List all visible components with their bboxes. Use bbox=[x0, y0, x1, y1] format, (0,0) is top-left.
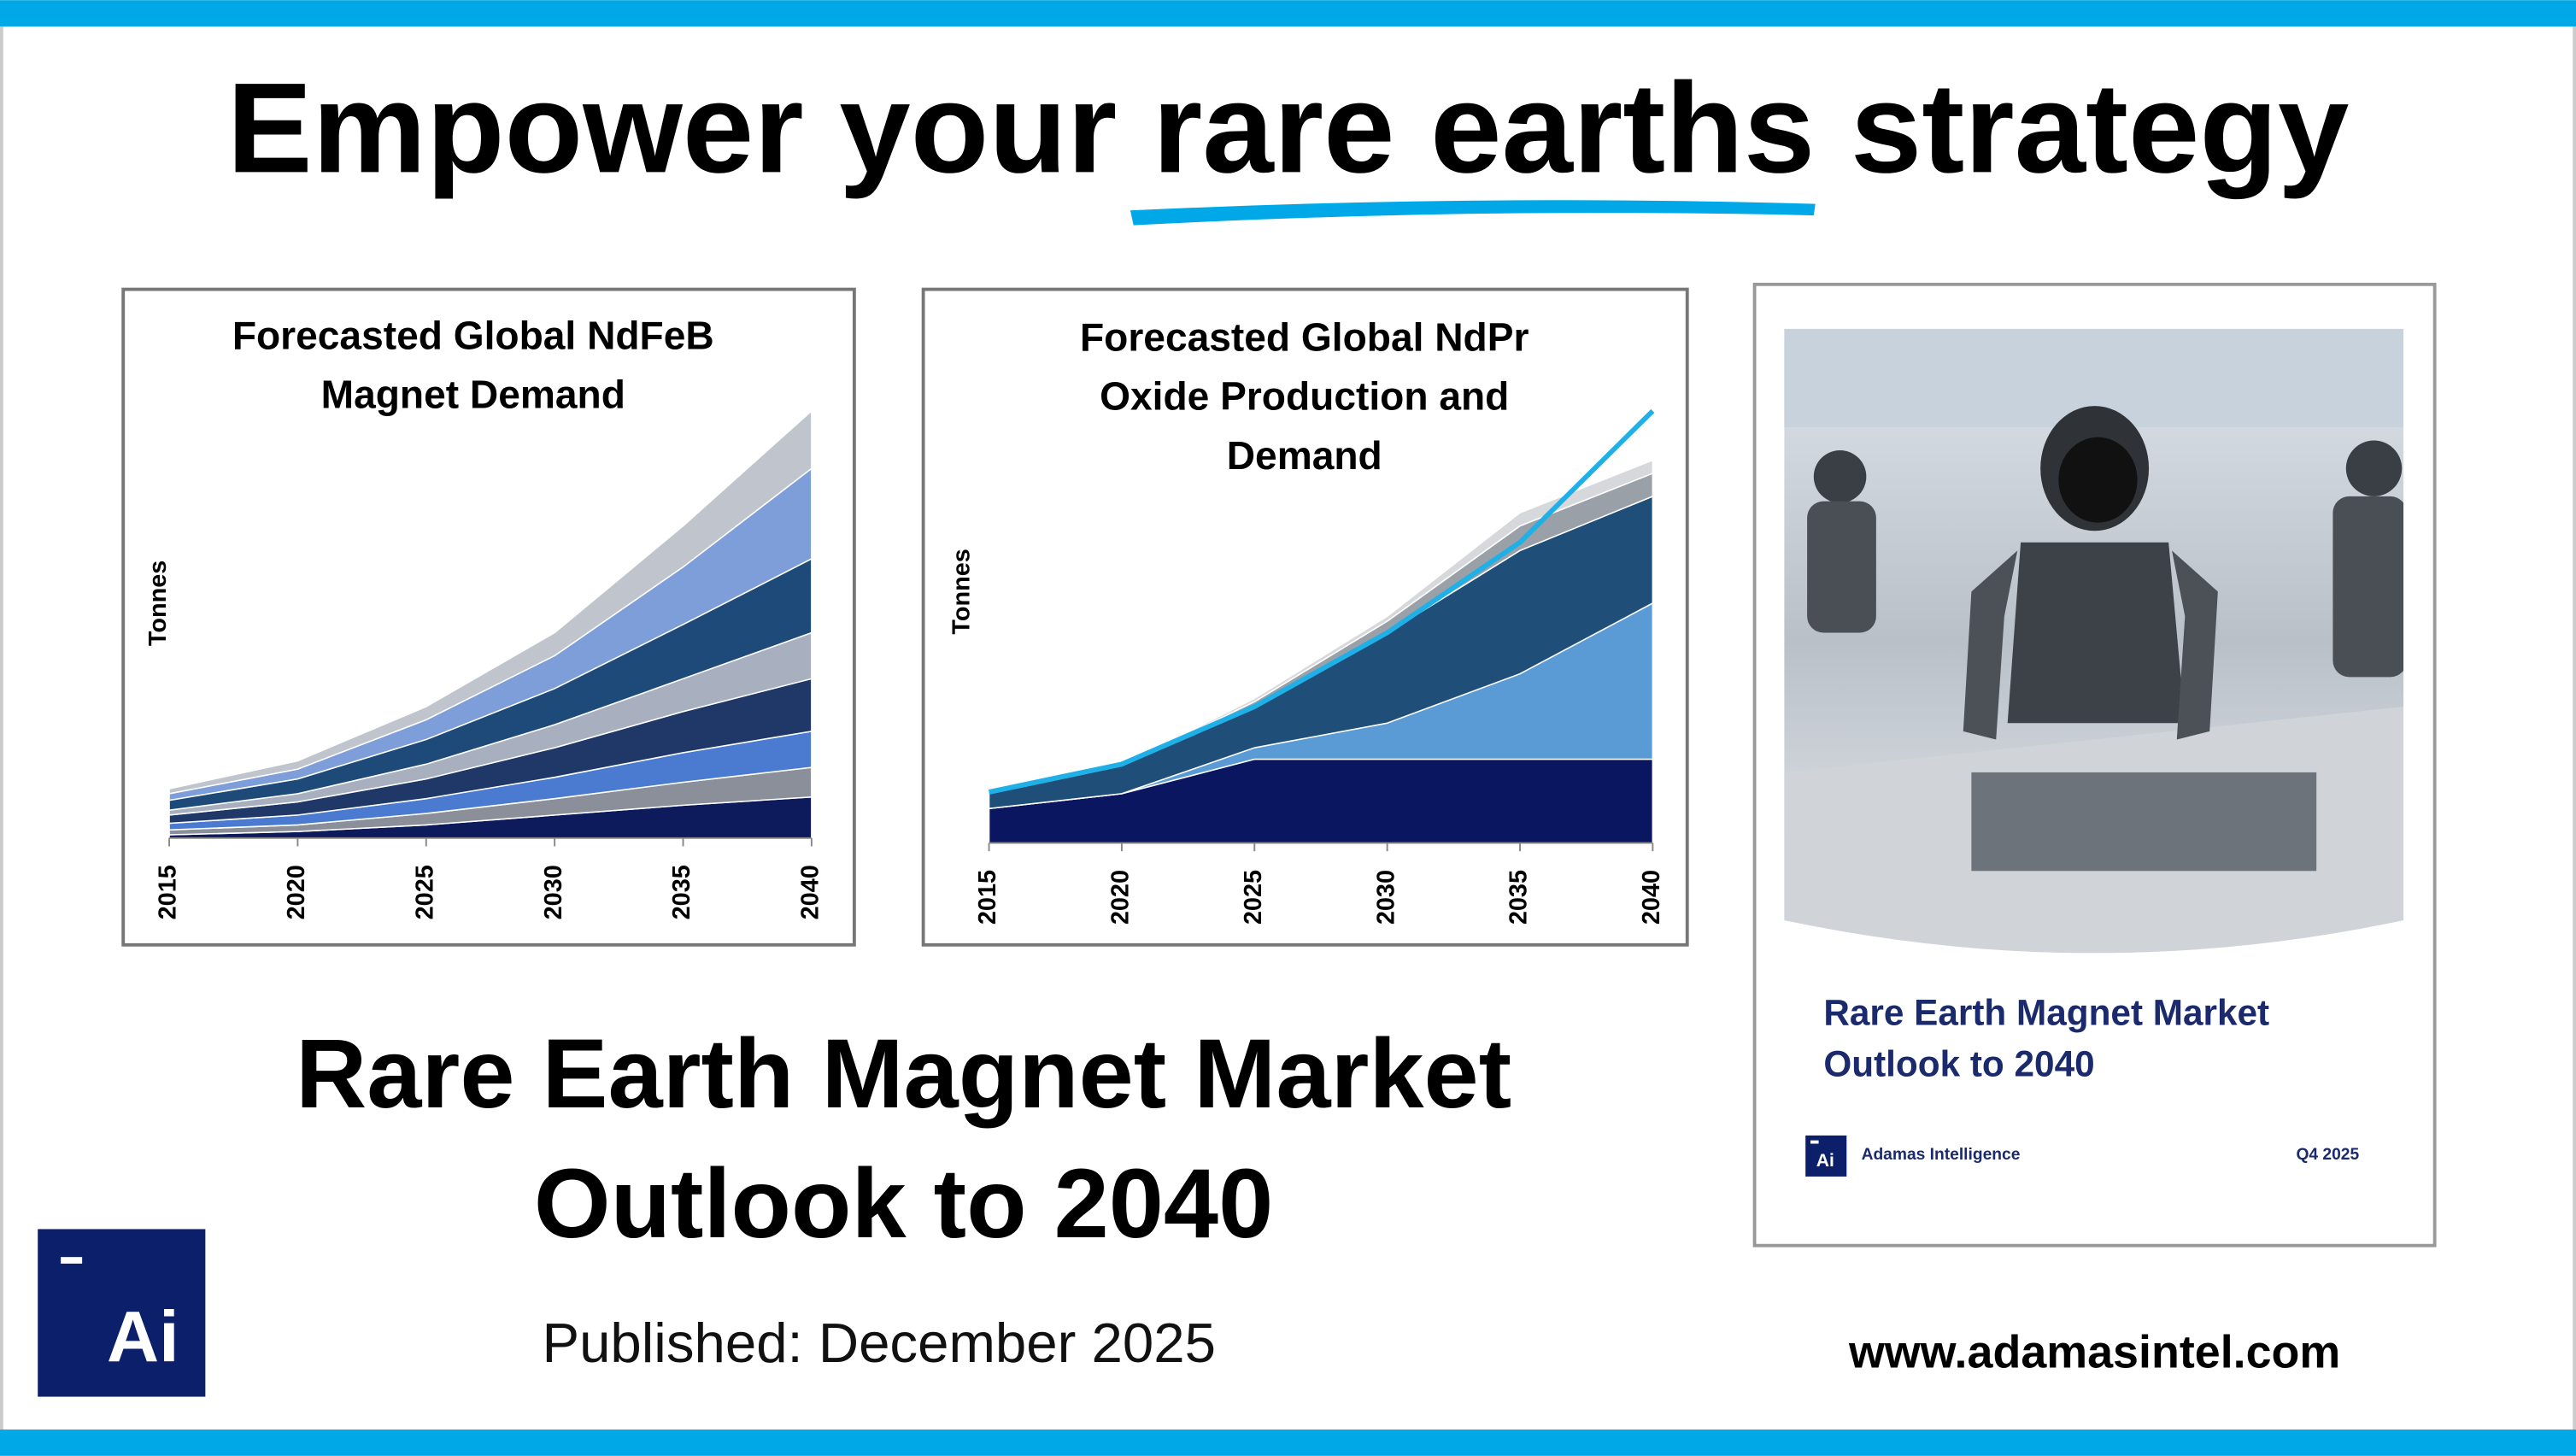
cover-logo-text: Ai bbox=[1816, 1151, 1834, 1171]
y-axis-label: Tonnes bbox=[948, 549, 975, 634]
cover-edition: Q4 2025 bbox=[2296, 1146, 2359, 1164]
robot-bg bbox=[2345, 440, 2403, 496]
main-title: Rare Earth Magnet Market bbox=[296, 1019, 1511, 1129]
x-tick-label: 2015 bbox=[974, 870, 1001, 925]
y-axis-label: Tonnes bbox=[144, 561, 172, 646]
x-tick-label: 2015 bbox=[155, 865, 182, 919]
line bbox=[988, 408, 1655, 795]
robot-bg bbox=[1807, 501, 1876, 633]
robot-visor bbox=[2058, 437, 2138, 523]
x-tick-label: 2025 bbox=[411, 865, 438, 919]
chart-title: Forecasted Global NdFeB bbox=[232, 313, 714, 357]
x-tick-label: 2025 bbox=[1240, 870, 1267, 925]
image-tray bbox=[1971, 772, 2317, 872]
cover-logo-dash bbox=[1810, 1140, 1819, 1144]
headline: Empower your rare earths strategy bbox=[227, 56, 2350, 199]
cover-image bbox=[1784, 328, 2404, 954]
website[interactable]: www.adamasintel.com bbox=[1848, 1327, 2340, 1378]
x-tick-label: 2030 bbox=[540, 865, 567, 919]
x-tick-label: 2035 bbox=[1505, 870, 1533, 925]
x-tick-label: 2020 bbox=[283, 865, 310, 919]
cover-title: Rare Earth Magnet Market bbox=[1823, 993, 2269, 1033]
headline-underline bbox=[1130, 200, 1816, 226]
main-title: Outlook to 2040 bbox=[534, 1149, 1273, 1259]
robot-bg bbox=[2332, 496, 2404, 678]
logo-dash bbox=[61, 1257, 83, 1264]
cover-title: Outlook to 2040 bbox=[1823, 1043, 2094, 1083]
bottom-bar bbox=[0, 1430, 2576, 1456]
robot-arm bbox=[2171, 550, 2218, 740]
x-tick-label: 2035 bbox=[668, 865, 695, 919]
chart-title: Demand bbox=[1227, 433, 1382, 478]
area bbox=[168, 409, 813, 795]
report-cover: Rare Earth Magnet Market Outlook to 2040… bbox=[1752, 282, 2437, 1248]
robot-body bbox=[2007, 542, 2186, 724]
x-tick-label: 2040 bbox=[1638, 870, 1665, 925]
robot-arm bbox=[1963, 550, 2018, 740]
x-tick-label: 2030 bbox=[1372, 870, 1399, 925]
robot-bg bbox=[1813, 450, 1867, 503]
x-tick-label: 2020 bbox=[1107, 870, 1135, 925]
published-date: Published: December 2025 bbox=[542, 1312, 1215, 1374]
chart-title: Oxide Production and bbox=[1100, 374, 1509, 419]
x-tick-label: 2040 bbox=[797, 865, 824, 919]
chart-title: Magnet Demand bbox=[321, 373, 625, 417]
chart-title: Forecasted Global NdPr bbox=[1080, 314, 1529, 359]
top-bar bbox=[0, 0, 2576, 26]
cover-publisher: Adamas Intelligence bbox=[1862, 1146, 2021, 1164]
logo-text: Ai bbox=[107, 1295, 179, 1377]
area bbox=[989, 459, 1654, 795]
